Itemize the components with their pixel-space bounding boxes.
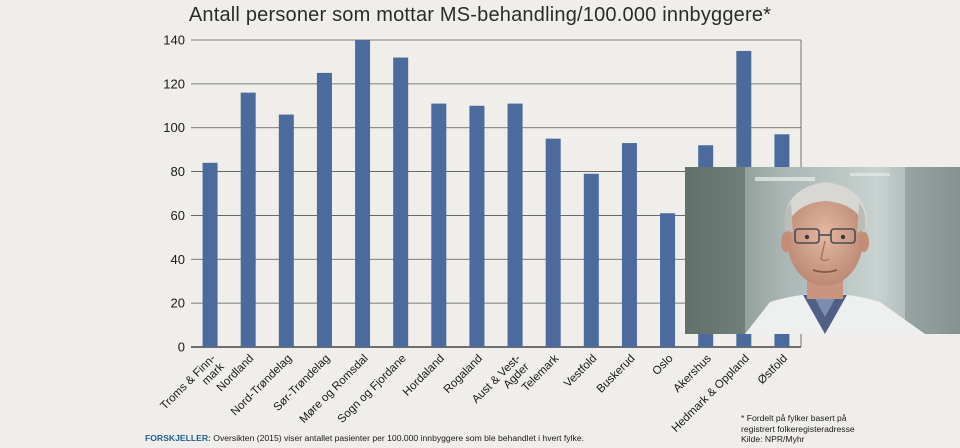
bar — [660, 213, 676, 347]
bar — [278, 114, 294, 347]
bar — [621, 143, 637, 347]
chart-title: Antall personer som mottar MS-behandling… — [188, 4, 772, 26]
x-tick-label: Sogn og Fjordane — [336, 353, 409, 426]
footnote-source: Kilde: NPR/Myhr — [741, 434, 805, 444]
bar — [316, 72, 332, 348]
bar — [355, 40, 371, 347]
footnote-line: * Fordelt på fylker basert på — [741, 413, 847, 423]
bar — [431, 103, 447, 347]
x-tick-label: Buskerud — [595, 353, 638, 396]
y-tick-label: 140 — [163, 33, 185, 48]
footnote: * Fordelt på fylker basert på registrert… — [741, 413, 956, 445]
y-tick-label: 0 — [178, 340, 185, 355]
x-tick-label: Hedmark & Oppland — [670, 353, 752, 435]
caption: FORSKJELLER: Oversikten (2015) viser ant… — [145, 433, 584, 443]
bar — [240, 92, 256, 347]
bar — [393, 57, 409, 348]
y-tick-label: 40 — [171, 252, 185, 267]
x-tick-label: Hordaland — [401, 353, 447, 399]
x-tick-label: Vestfold — [562, 353, 599, 390]
y-tick-label: 100 — [163, 120, 185, 135]
y-axis-ticks: 0 20 40 60 80 100 120 140 — [163, 33, 185, 355]
portrait-photo — [685, 167, 960, 334]
x-tick-label: Oslo — [650, 353, 675, 378]
y-tick-label: 60 — [171, 208, 185, 223]
caption-label: FORSKJELLER: — [145, 433, 211, 443]
x-axis-labels: Troms & Finn-markNordlandNord-TrøndelagS… — [158, 352, 790, 434]
bar — [507, 103, 523, 347]
x-tick-label: Møre og Romsdal — [298, 353, 371, 426]
bar — [583, 173, 599, 347]
bar — [469, 105, 485, 348]
footnote-line: registrert folkeregisteradresse — [741, 423, 855, 434]
y-tick-label: 80 — [171, 164, 185, 179]
y-tick-label: 20 — [171, 296, 185, 311]
bar — [545, 138, 561, 347]
x-tick-label: Østfold — [756, 353, 790, 387]
bar — [202, 162, 218, 347]
caption-text: Oversikten (2015) viser antallet pasient… — [210, 433, 584, 443]
y-tick-label: 120 — [163, 76, 185, 91]
